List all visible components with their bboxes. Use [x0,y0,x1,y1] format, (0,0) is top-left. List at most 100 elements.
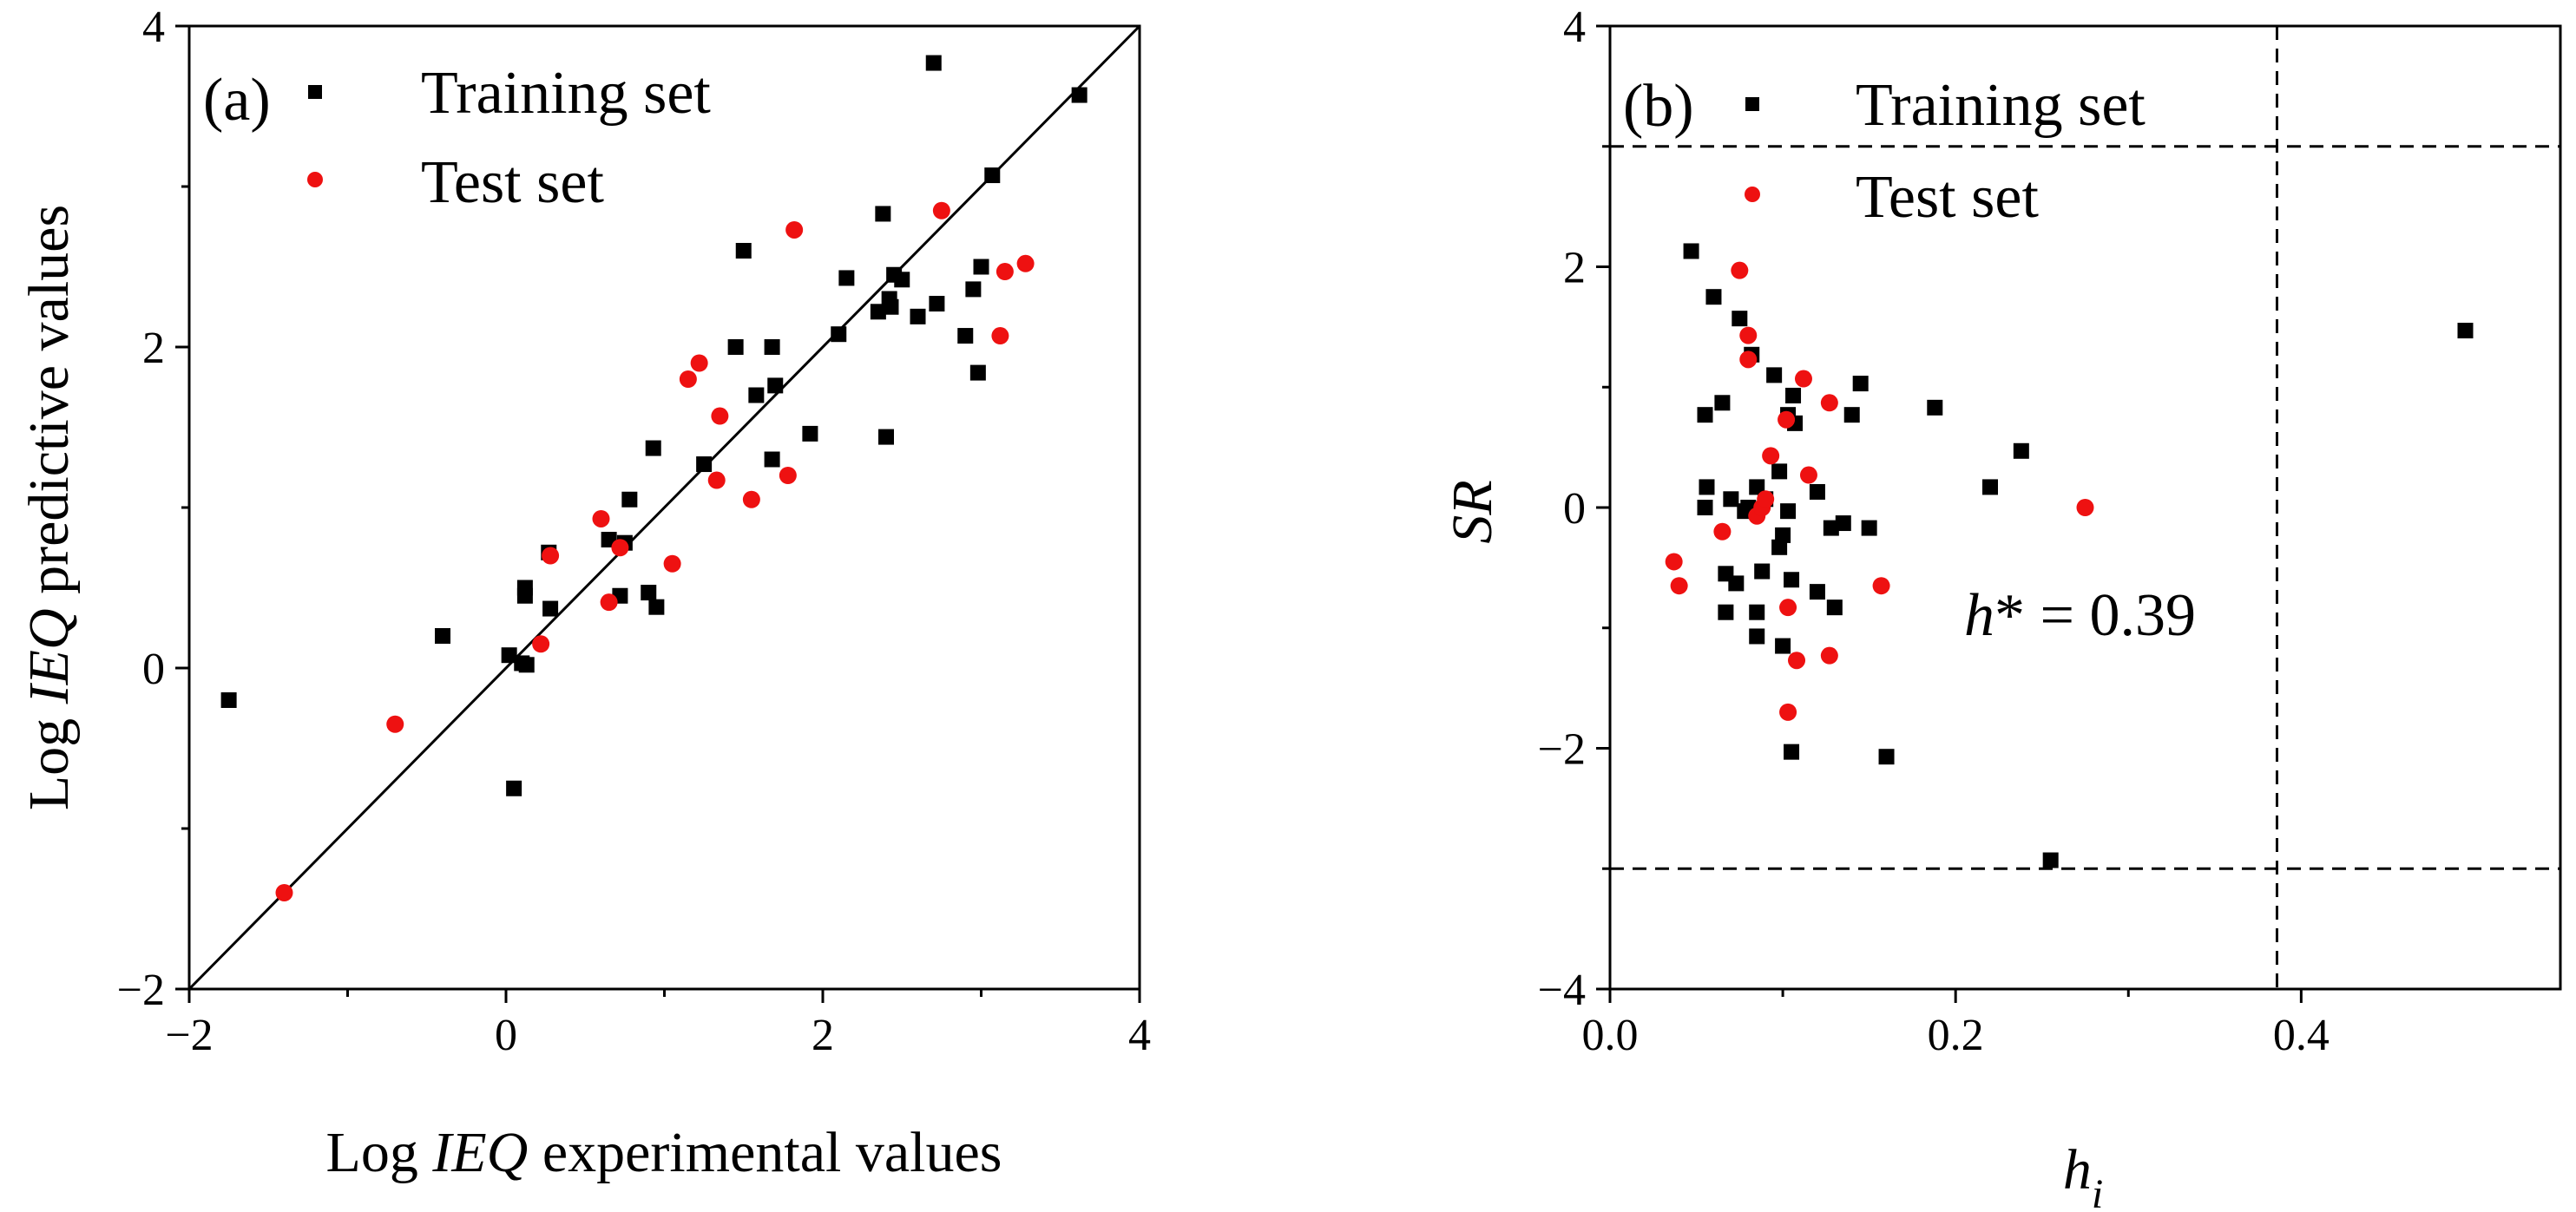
panel-b-point-test [1778,410,1796,429]
panel-b-x-tick-label: 0.4 [2273,1011,2330,1060]
panel-a-point-training [696,456,713,473]
panel-b-label: (b) [1623,73,1694,140]
panel-b-point-training [1784,572,1800,588]
panel-b-x-tick-label: 0.2 [1928,1011,1984,1060]
panel-b-y-tick-label: −4 [1538,966,1586,1015]
panel-b-point-training [1861,520,1877,536]
panel-b-threshold-annotation: h* = 0.39 [1964,582,2196,649]
panel-b-point-training [1780,503,1797,520]
panel-a-point-training [984,167,1001,184]
panel-b-point-test [2076,499,2094,516]
panel-a-y-tick-label: 4 [142,3,165,52]
panel-b-point-training [1697,407,1713,423]
panel-a-x-axis-label: Log IEQ experimental values [326,1121,1002,1184]
panel-a-point-test [679,370,697,388]
panel-b-point-training [1835,515,1851,532]
panel-b-y-tick-label: 2 [1563,244,1586,293]
panel-a-point-training [501,647,517,664]
panel-a-point-test [785,220,804,239]
panel-a-point-training [969,364,986,381]
panel-a-point-training [838,270,855,286]
panel-a-point-training [878,429,894,445]
panel-a-point-test [663,554,681,573]
panel-a-point-test [779,467,797,484]
panel-b-point-training [1809,584,1825,600]
panel-b-y-axis-label: SR [1441,480,1504,543]
panel-a-point-test [690,354,708,372]
panel-a-point-training [506,780,522,796]
panel-a-x-tick-label: −2 [165,1011,213,1060]
panel-b-point-training [1826,599,1843,616]
panel-b-point-training [1775,527,1791,543]
panel-b-marks: 0.0 0.2 0.4 −4 −2 0 2 4 [1538,3,2560,1060]
panel-b-x-axis-label: hi [2063,1138,2103,1212]
panel-b-point-training [1705,289,1722,305]
panel-a-point-test [386,715,404,733]
panel-a-point-test [611,539,629,557]
panel-a-point-test [600,593,618,612]
panel-b-point-training [1749,479,1765,495]
panel-a-point-test [542,547,560,565]
panel-b-point-training [1732,311,1748,327]
panel-b-y-tick-label: 0 [1563,484,1586,534]
panel-a-point-training [542,600,559,617]
panel-b-point-training [1809,483,1825,500]
panel-a-point-training [641,585,657,601]
panel-a-point-training [870,304,886,320]
panel-b-point-training [1718,604,1734,620]
panel-a-legend-training-marker [308,85,322,99]
panel-b-point-test [1779,599,1797,617]
panel-b-point-test [1670,577,1688,595]
panel-b-point-test [1739,326,1758,344]
panel-a-point-training [727,339,744,355]
panel-a-point-test [275,884,293,901]
panel-a-point-test [707,471,726,489]
panel-a-frame [187,24,1141,991]
panel-a-point-training [831,326,847,343]
panel-b-point-training [1683,243,1699,259]
panel-a-point-training [925,55,942,71]
panel-b-point-test [1665,553,1683,571]
panel-b-legend-test-label: Test set [1856,164,2039,231]
panel-b-point-training [1927,399,1943,416]
panel-b-point-test [1872,577,1890,595]
panel-a-point-training [973,259,989,275]
panel-a-point-test [711,407,729,425]
panel-b-point-training [1754,563,1771,580]
panel-b-point-training [1714,395,1731,411]
panel-b-point-test [1820,646,1838,665]
panel-a-point-training [875,206,891,222]
panel-b-point-test [1779,703,1797,721]
panel-b-x-tick-label: 0.0 [1582,1011,1639,1060]
panel-b-point-training [1749,604,1765,620]
panel-a-point-test [996,263,1014,281]
panel-a-point-training [518,657,535,673]
panel-a-point-training [735,243,752,259]
panel-a-point-test [1016,254,1035,272]
panel-a-point-test [742,490,760,508]
panel-a-marks: −2 0 2 4 −2 0 2 4 [117,3,1151,1060]
panel-a-y-tick-label: 0 [142,645,165,694]
panel-a-point-test [991,327,1009,345]
panel-b-point-training [1982,479,1998,495]
panel-b-point-training [1771,539,1788,555]
panel-b-point-training [1771,463,1788,480]
panel-b-frame [1608,24,2562,991]
panel-b-point-training [2042,852,2059,868]
panel-b-legend-training-marker [1745,97,1759,111]
panel-a-reference-line [187,24,1141,991]
panel-a-point-training [957,328,974,344]
panel-a-point-training [764,451,780,468]
panel-a-point-training [802,425,818,442]
panel-b-point-training [1823,520,1839,536]
panel-b-point-training [2457,323,2474,339]
panel-a-point-test [932,201,950,219]
panel-a-point-training [220,692,237,708]
panel-a-point-training [764,339,780,355]
panel-b-point-training [1784,744,1800,760]
panel-b-point-training [1852,376,1869,392]
panel-b-point-training [1775,638,1791,654]
panel-a-point-training [621,491,638,508]
panel-a-point-training [910,308,926,324]
panel-a-point-training [648,599,665,615]
